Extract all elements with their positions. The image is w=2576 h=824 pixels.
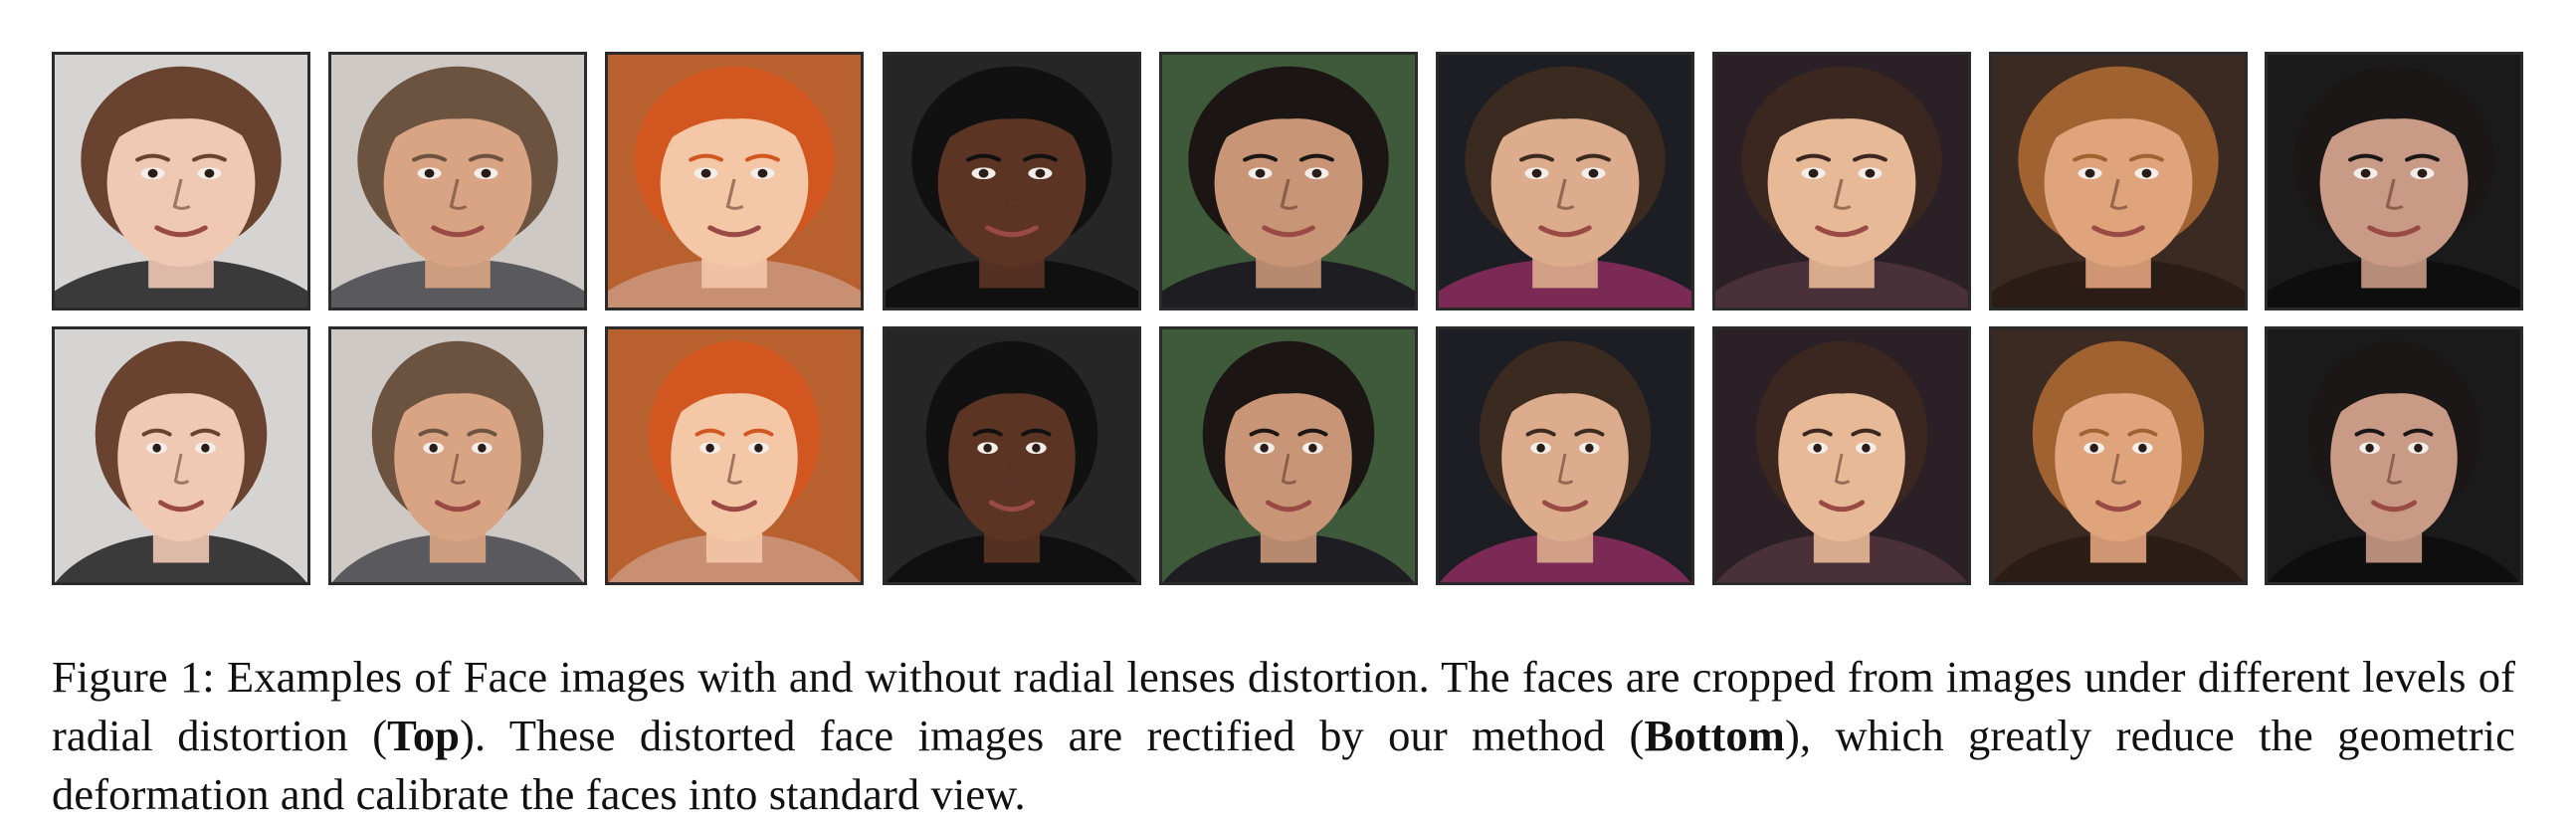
caption-bold-top: Top <box>387 710 461 760</box>
rectified-face-3 <box>605 326 864 585</box>
distorted-face-7 <box>1712 52 1971 310</box>
distorted-face-8 <box>1989 52 2248 310</box>
rectified-face-4 <box>883 326 1141 585</box>
rectified-face-8 <box>1989 326 2248 585</box>
rectified-face-5 <box>1159 326 1418 585</box>
rectified-face-6 <box>1436 326 1694 585</box>
rectified-row <box>52 326 2523 587</box>
rectified-face-9 <box>2265 326 2523 585</box>
rectified-face-2 <box>328 326 587 585</box>
face-grid <box>52 52 2523 589</box>
rectified-face-1 <box>52 326 310 585</box>
figure: Figure 1: Examples of Face images with a… <box>52 0 2523 819</box>
distorted-face-2 <box>328 52 587 310</box>
distorted-face-4 <box>883 52 1141 310</box>
caption-label: Figure 1: <box>52 651 215 702</box>
distorted-row <box>52 52 2523 312</box>
distorted-face-3 <box>605 52 864 310</box>
rectified-face-7 <box>1712 326 1971 585</box>
caption-bold-bottom: Bottom <box>1644 710 1785 760</box>
distorted-face-1 <box>52 52 310 310</box>
preceding-text-fragment <box>52 0 2515 10</box>
figure-caption: Figure 1: Examples of Face images with a… <box>52 648 2515 824</box>
caption-text: Examples of Face images with and without… <box>52 651 2515 760</box>
caption-text-mid: ). These distorted face images are recti… <box>460 710 1645 760</box>
distorted-face-9 <box>2265 52 2523 310</box>
distorted-face-6 <box>1436 52 1694 310</box>
distorted-face-5 <box>1159 52 1418 310</box>
